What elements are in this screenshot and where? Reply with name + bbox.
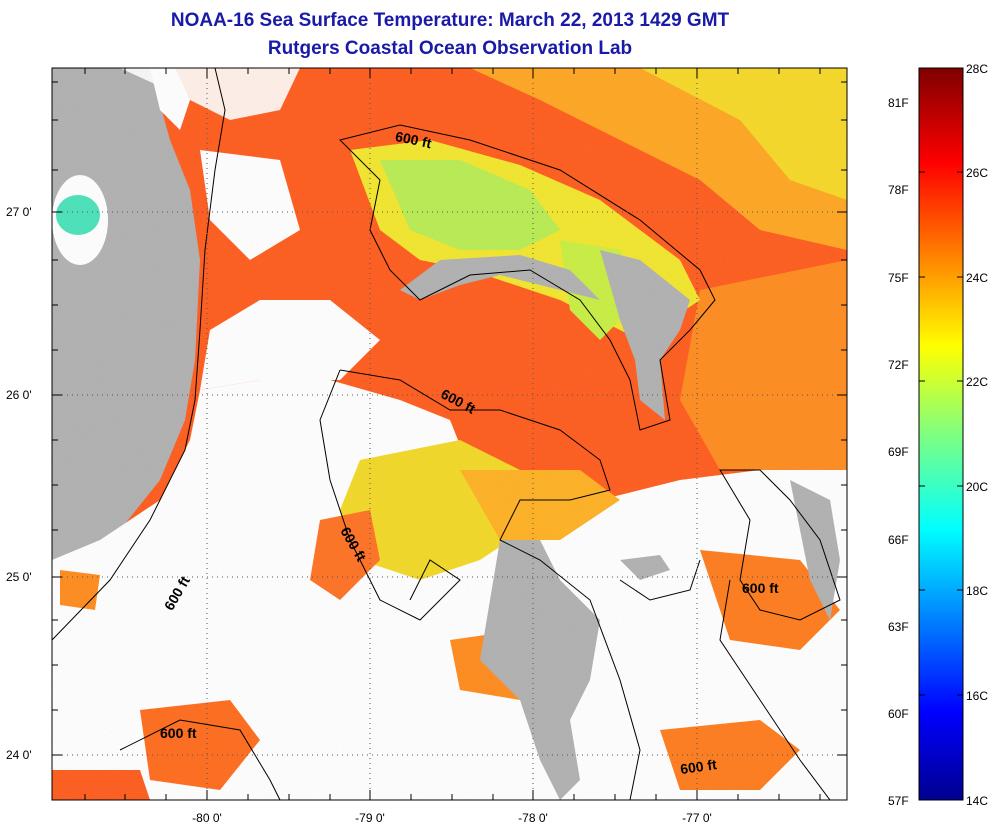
colorbar-c-14: 14C [966,794,988,808]
colorbar-f-72: 72F [888,358,909,372]
depth-contours [52,68,841,800]
colorbar-f-69: 69F [888,445,909,459]
map-frame [51,67,848,801]
lat-label-26: 26 0' [6,388,32,402]
colorbar-f-63: 63F [888,620,909,634]
colorbar-f-75: 75F [888,271,909,285]
map-plot-area: 600 ft 600 ft 600 ft 600 ft 600 ft 600 f… [52,68,847,800]
colorbar-f-60: 60F [888,707,909,721]
colorbar-f-57: 57F [888,794,909,808]
colorbar-c-28: 28C [966,62,988,76]
lon-label-78: -78 0' [518,811,548,825]
axis-ticks [52,68,847,800]
lon-label-79: -79 0' [355,811,385,825]
colorbar-c-24: 24C [966,271,988,285]
colorbar-c-16: 16C [966,689,988,703]
lat-label-25: 25 0' [6,570,32,584]
colorbar: 28C 26C 24C 22C 20C 18C 16C 14C 81F 78F … [888,62,988,808]
map-title: NOAA-16 Sea Surface Temperature: March 2… [170,10,730,31]
contour-label-5: 600 ft [742,580,779,596]
colorbar-f-66: 66F [888,533,909,547]
graticule [52,68,847,800]
map-subtitle: Rutgers Coastal Ocean Observation Lab [267,38,633,59]
colorbar-c-20: 20C [966,480,988,494]
colorbar-f-78: 78F [888,183,909,197]
contour-label-7: 600 ft [679,756,718,777]
contour-label-1: 600 ft [394,128,433,151]
colorbar-c-26: 26C [966,166,988,180]
colorbar-c-18: 18C [966,584,988,598]
contour-label-6: 600 ft [160,725,197,741]
colorbar-c-22: 22C [966,375,988,389]
lon-label-77: -77 0' [682,811,712,825]
lon-label-80: -80 0' [192,811,222,825]
lat-label-24: 24 0' [6,748,32,762]
lat-label-27: 27 0' [6,205,32,219]
colorbar-gradient [918,67,964,801]
colorbar-f-81: 81F [888,96,909,110]
map-texture [52,68,847,800]
